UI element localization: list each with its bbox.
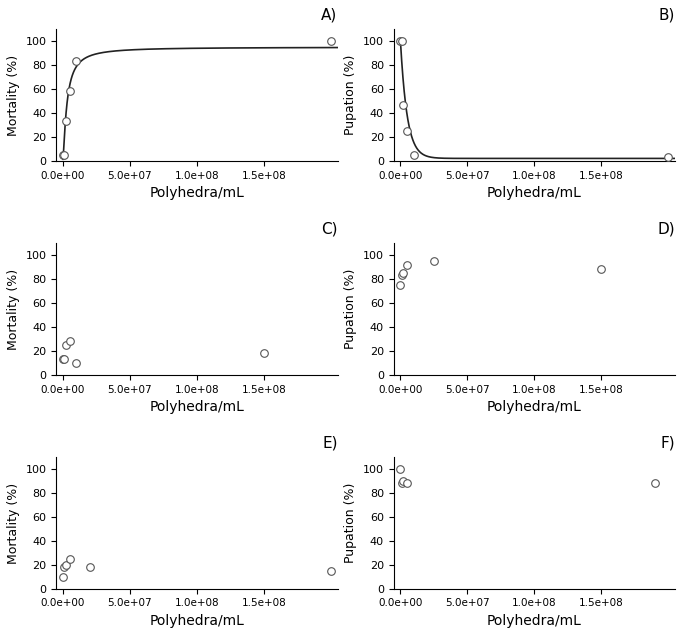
Point [395, 280, 406, 290]
Y-axis label: Mortality (%): Mortality (%) [7, 55, 20, 135]
X-axis label: Polyhedra/mL: Polyhedra/mL [487, 400, 582, 414]
Y-axis label: Mortality (%): Mortality (%) [7, 483, 20, 563]
Point [395, 36, 406, 46]
Point [402, 126, 413, 136]
Point [57, 572, 68, 582]
Point [64, 554, 75, 564]
Point [57, 150, 68, 160]
Point [325, 566, 336, 576]
Point [60, 560, 71, 570]
Y-axis label: Pupation (%): Pupation (%) [344, 269, 357, 349]
Point [71, 57, 82, 67]
Point [398, 100, 409, 110]
X-axis label: Polyhedra/mL: Polyhedra/mL [487, 186, 582, 200]
Point [85, 562, 95, 572]
X-axis label: Polyhedra/mL: Polyhedra/mL [149, 186, 244, 200]
Text: B): B) [659, 8, 675, 23]
Point [396, 36, 407, 46]
Point [59, 150, 70, 160]
Point [409, 150, 419, 160]
Point [398, 268, 409, 278]
Point [428, 256, 439, 266]
Point [396, 478, 407, 488]
Point [649, 478, 660, 488]
Point [663, 152, 674, 163]
Text: A): A) [321, 8, 338, 23]
Text: E): E) [322, 436, 338, 450]
Text: D): D) [657, 222, 675, 236]
Point [258, 348, 269, 358]
X-axis label: Polyhedra/mL: Polyhedra/mL [149, 614, 244, 628]
Point [395, 464, 406, 474]
Text: C): C) [321, 222, 338, 236]
Point [64, 86, 75, 97]
Point [396, 271, 407, 281]
Y-axis label: Pupation (%): Pupation (%) [344, 55, 357, 135]
Point [60, 340, 71, 350]
Point [59, 562, 70, 572]
Point [325, 36, 336, 46]
Point [402, 478, 413, 488]
Point [71, 358, 82, 368]
Point [64, 336, 75, 346]
X-axis label: Polyhedra/mL: Polyhedra/mL [487, 614, 582, 628]
Point [57, 354, 68, 364]
Point [596, 264, 607, 274]
X-axis label: Polyhedra/mL: Polyhedra/mL [149, 400, 244, 414]
Point [398, 476, 409, 486]
Y-axis label: Mortality (%): Mortality (%) [7, 269, 20, 349]
Point [60, 116, 71, 126]
Text: F): F) [660, 436, 675, 450]
Point [402, 260, 413, 270]
Point [59, 354, 70, 364]
Y-axis label: Pupation (%): Pupation (%) [344, 483, 357, 563]
